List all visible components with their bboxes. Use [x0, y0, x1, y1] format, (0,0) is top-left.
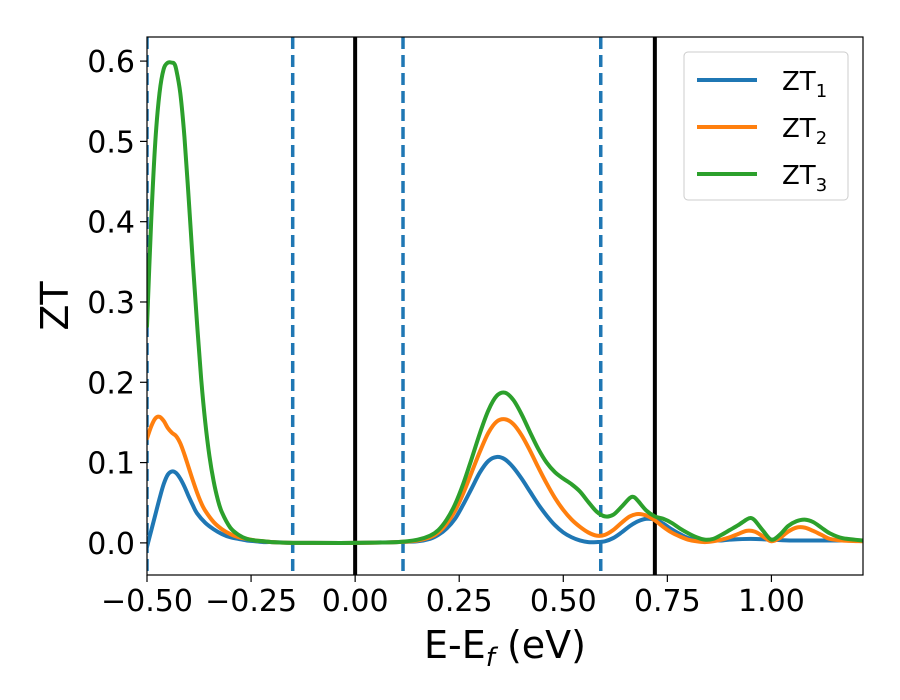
- x-tick-label: −0.25: [205, 584, 297, 619]
- y-axis-title: ZT: [33, 281, 77, 331]
- y-tick-label: 0.4: [87, 206, 135, 241]
- y-axis: 0.0 0.1 0.2 0.3 0.4 0.5 0.6: [87, 45, 147, 562]
- legend: ZT1 ZT2 ZT3: [683, 51, 849, 201]
- y-tick-label: 0.2: [87, 366, 135, 401]
- y-tick-label: 0.3: [87, 286, 135, 321]
- y-tick-label: 0.5: [87, 125, 135, 160]
- x-tick-label: −0.50: [101, 584, 193, 619]
- y-tick-label: 0.0: [87, 527, 135, 562]
- x-tick-label: 0.50: [530, 584, 597, 619]
- y-tick-label: 0.1: [87, 447, 135, 482]
- x-tick-label: 0.00: [322, 584, 389, 619]
- legend-label-zt3: ZT3: [782, 161, 827, 196]
- reference-lines: [147, 37, 657, 575]
- series-line-zt2: [147, 414, 863, 545]
- plot-frame: [146, 36, 864, 576]
- x-axis: −0.50 −0.25 0.00 0.25 0.50 0.75 1.00: [101, 575, 805, 619]
- series-lines: [147, 60, 863, 549]
- legend-label-zt2: ZT2: [782, 114, 827, 149]
- x-tick-label: 1.00: [738, 584, 805, 619]
- x-tick-label: 0.25: [426, 584, 493, 619]
- x-tick-label: 0.75: [634, 584, 701, 619]
- legend-box: [683, 51, 849, 201]
- y-tick-label: 0.6: [87, 45, 135, 80]
- series-line-zt3: [147, 60, 863, 545]
- x-axis-title: E-Ef (eV): [424, 623, 586, 673]
- legend-label-zt1: ZT1: [782, 67, 827, 102]
